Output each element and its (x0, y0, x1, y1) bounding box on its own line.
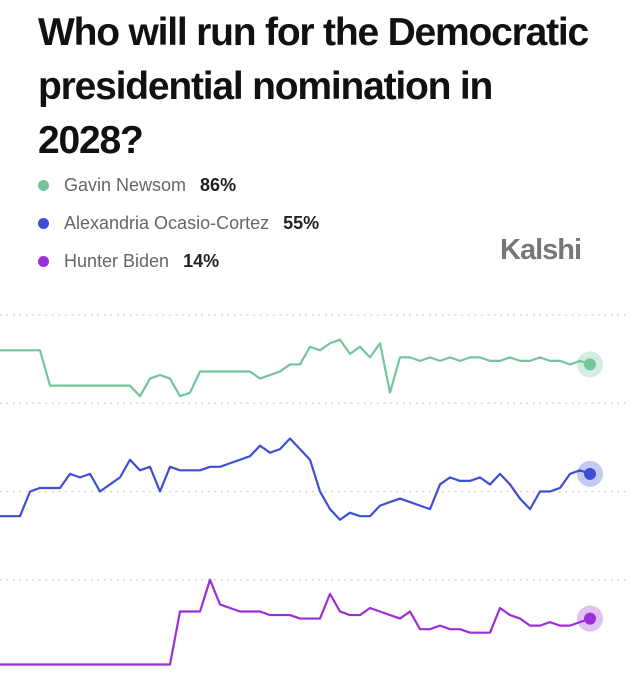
legend-marker (38, 255, 49, 267)
legend-item: Alexandria Ocasio-Cortez 55% (38, 211, 319, 235)
legend-label: Alexandria Ocasio-Cortez (64, 212, 270, 233)
end-point (584, 358, 596, 371)
brand-logo: Kalshi (500, 234, 582, 266)
end-point (584, 612, 596, 625)
legend-label: Gavin Newsom (64, 174, 187, 195)
legend-item: Gavin Newsom 86% (38, 173, 236, 197)
chart-title: Who will run for the Democratic presiden… (38, 11, 589, 162)
legend-value: 55% (283, 212, 320, 233)
legend-value: 86% (200, 174, 237, 195)
legend-marker (38, 217, 49, 229)
legend-marker (38, 179, 49, 191)
series-line (0, 338, 591, 398)
series-line (0, 437, 591, 521)
legend-label: Hunter Biden (64, 250, 170, 271)
series-line (0, 578, 591, 666)
legend-item: Hunter Biden 14% (38, 249, 219, 273)
end-point (584, 467, 596, 480)
chart (0, 314, 630, 666)
legend-value: 14% (183, 250, 220, 271)
